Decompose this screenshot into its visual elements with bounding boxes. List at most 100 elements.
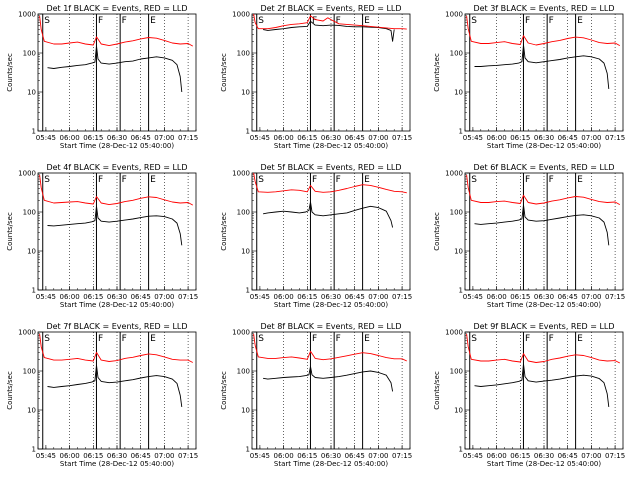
x-tick-label: 06:15 — [510, 452, 530, 460]
x-axis-label: Start Time (28-Dec-12 05:40:00) — [487, 142, 601, 150]
event-marker-label: F — [525, 334, 530, 344]
event-marker-label: E — [364, 175, 370, 185]
panel-det-2: Det 2f BLACK = Events, RED = LLD 1 10 100 10… — [220, 4, 412, 150]
x-tick-label: 06:15 — [510, 293, 530, 301]
series-line-events — [47, 364, 183, 407]
series-line-lld — [253, 172, 407, 194]
event-marker-label: E — [577, 16, 583, 26]
x-tick-label: 07:15 — [178, 134, 198, 142]
series-line-lld — [253, 13, 407, 30]
x-tick-label: 06:15 — [83, 452, 103, 460]
y-tick-label: 10 — [27, 248, 36, 256]
y-tick-label: 1 — [246, 287, 250, 295]
x-tick-label: 06:00 — [487, 452, 507, 460]
y-axis-label: Counts/sec — [220, 212, 228, 251]
event-marker-label: E — [577, 175, 583, 185]
event-marker-label: F — [549, 334, 554, 344]
x-tick-label: 05:45 — [250, 293, 270, 301]
series-line-lld — [39, 15, 194, 47]
event-marker-label: F — [312, 175, 317, 185]
x-tick-label: 05:45 — [463, 293, 483, 301]
event-marker-label: F — [122, 16, 127, 26]
y-tick-label: 100 — [23, 368, 36, 376]
y-axis-label: Counts/sec — [220, 53, 228, 92]
series-line-lld — [39, 174, 194, 206]
x-tick-label: 06:30 — [321, 293, 341, 301]
event-marker-label: F — [98, 175, 103, 185]
series-line-lld — [39, 333, 194, 363]
x-tick-label: 05:45 — [36, 452, 56, 460]
event-marker-label: F — [336, 334, 341, 344]
y-tick-label: 100 — [23, 209, 36, 217]
event-marker-label: S — [258, 175, 264, 185]
y-tick-label: 1 — [459, 128, 463, 136]
series-line-lld — [466, 15, 621, 46]
panel-title: Det 4f BLACK = Events, RED = LLD — [46, 163, 187, 172]
x-axis-label: Start Time (28-Dec-12 05:40:00) — [487, 460, 601, 468]
x-tick-label: 07:00 — [581, 452, 601, 460]
x-tick-label: 07:15 — [392, 293, 412, 301]
series-line-lld — [466, 333, 621, 364]
event-marker-label: S — [258, 334, 264, 344]
event-marker-label: F — [98, 334, 103, 344]
series-line-lld — [466, 174, 621, 205]
y-tick-label: 10 — [241, 248, 250, 256]
panel-det-3: Det 3f BLACK = Events, RED = LLD 1 10 100 10… — [433, 4, 625, 150]
panel-det-9: Det 9f BLACK = Events, RED = LLD 1 10 100 10… — [433, 322, 625, 468]
y-tick-label: 1000 — [445, 11, 463, 19]
x-tick-label: 05:45 — [463, 134, 483, 142]
series-line-events — [47, 205, 183, 246]
y-axis-label: Counts/sec — [433, 371, 441, 410]
y-axis-label: Counts/sec — [433, 212, 441, 251]
panel-title: Det 2f BLACK = Events, RED = LLD — [260, 4, 401, 13]
y-tick-label: 1 — [459, 446, 463, 454]
y-tick-label: 100 — [237, 209, 250, 217]
x-tick-label: 06:45 — [345, 134, 365, 142]
event-marker-label: E — [150, 334, 156, 344]
x-tick-label: 06:45 — [131, 452, 151, 460]
x-tick-label: 06:30 — [107, 452, 127, 460]
panel-det-6: Det 6f BLACK = Events, RED = LLD 1 10 100 10… — [433, 163, 625, 309]
x-tick-label: 06:00 — [60, 452, 80, 460]
x-tick-label: 05:45 — [250, 452, 270, 460]
event-marker-label: F — [549, 175, 554, 185]
x-axis-label: Start Time (28-Dec-12 05:40:00) — [274, 142, 388, 150]
x-axis-label: Start Time (28-Dec-12 05:40:00) — [60, 142, 174, 150]
x-tick-label: 06:30 — [321, 452, 341, 460]
event-marker-label: E — [577, 334, 583, 344]
y-tick-label: 1000 — [445, 329, 463, 337]
x-tick-label: 07:00 — [154, 134, 174, 142]
event-marker-label: F — [122, 175, 127, 185]
y-tick-label: 1 — [32, 446, 36, 454]
x-tick-label: 05:45 — [36, 293, 56, 301]
panel-title: Det 7f BLACK = Events, RED = LLD — [46, 322, 187, 331]
y-tick-label: 1 — [32, 287, 36, 295]
y-tick-label: 10 — [454, 248, 463, 256]
x-tick-label: 06:00 — [487, 293, 507, 301]
event-marker-label: F — [525, 16, 530, 26]
y-tick-label: 100 — [23, 50, 36, 58]
y-axis-label: Counts/sec — [6, 53, 14, 92]
series-line-events — [263, 366, 394, 392]
y-tick-label: 1000 — [445, 170, 463, 178]
y-tick-label: 1000 — [232, 170, 250, 178]
y-axis-label: Counts/sec — [6, 371, 14, 410]
y-tick-label: 1000 — [18, 329, 36, 337]
event-marker-label: F — [336, 16, 341, 26]
event-marker-label: F — [122, 334, 127, 344]
x-tick-label: 07:00 — [154, 293, 174, 301]
x-tick-label: 07:15 — [605, 452, 625, 460]
series-line-events — [474, 363, 610, 407]
y-tick-label: 1000 — [232, 329, 250, 337]
panel-det-7: Det 7f BLACK = Events, RED = LLD 1 10 100 10… — [6, 322, 198, 468]
y-axis-label: Counts/sec — [433, 53, 441, 92]
x-tick-label: 06:45 — [558, 293, 578, 301]
y-tick-label: 10 — [454, 407, 463, 415]
series-line-events — [263, 201, 394, 228]
x-tick-label: 07:15 — [178, 293, 198, 301]
event-marker-label: E — [150, 175, 156, 185]
y-axis-label: Counts/sec — [6, 212, 14, 251]
x-tick-label: 06:00 — [274, 452, 294, 460]
x-tick-label: 06:15 — [510, 134, 530, 142]
